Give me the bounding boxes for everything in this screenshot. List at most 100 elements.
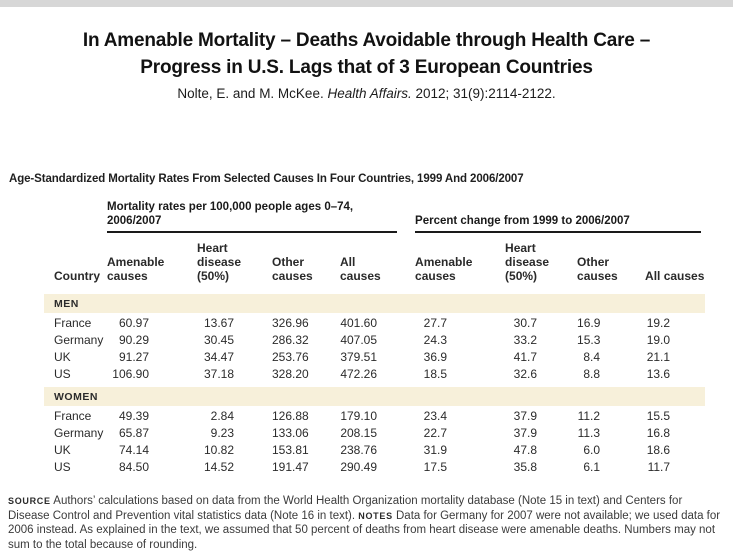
value-cell: 30.45 [203, 333, 234, 347]
value-cell: 91.27 [118, 350, 149, 364]
source-notes: SOURCE Authors’ calculations based on da… [8, 494, 725, 552]
group-header-rates: Mortality rates per 100,000 people ages … [107, 195, 415, 233]
value-cell: 49.39 [118, 409, 149, 423]
country-cell: UK [54, 443, 71, 457]
table-row: UK 91.27 34.47 253.76 379.51 36.9 41.7 8… [44, 347, 705, 364]
table-row: US 84.50 14.52 191.47 290.49 17.5 35.8 6… [44, 457, 705, 474]
column-header-row: Country Amenable causes Heart disease (5… [44, 233, 705, 291]
value-cell: 65.87 [118, 426, 149, 440]
value-cell: 9.23 [210, 426, 234, 440]
value-cell: 126.88 [272, 409, 309, 423]
value-cell: 37.18 [203, 367, 234, 381]
value-cell: 11.7 [647, 460, 671, 474]
section-band-men: MEN [44, 288, 706, 313]
value-cell: 16.9 [577, 316, 601, 330]
value-cell: 30.7 [513, 316, 538, 330]
value-cell: 2.84 [210, 409, 234, 423]
source-label: SOURCE [8, 496, 51, 506]
country-cell: Germany [54, 426, 104, 440]
value-cell: 328.20 [272, 367, 309, 381]
value-cell: 133.06 [272, 426, 309, 440]
value-cell: 41.7 [513, 350, 538, 364]
value-cell: 27.7 [423, 316, 448, 330]
col-header-heart-rates: Heart disease (50%) [197, 241, 242, 283]
value-cell: 472.26 [340, 367, 378, 381]
value-cell: 23.4 [423, 409, 448, 423]
page-title: In Amenable Mortality – Deaths Avoidable… [0, 27, 733, 81]
mortality-table: Mortality rates per 100,000 people ages … [44, 195, 706, 474]
slide-header: In Amenable Mortality – Deaths Avoidable… [0, 0, 733, 101]
value-cell: 153.81 [272, 443, 309, 457]
value-cell: 379.51 [340, 350, 378, 364]
col-header-other-rates: Other causes [272, 255, 313, 283]
value-cell: 90.29 [118, 333, 149, 347]
value-cell: 18.6 [646, 443, 671, 457]
value-cell: 238.76 [340, 443, 378, 457]
col-header-country: Country [54, 269, 100, 283]
window-top-edge [0, 0, 733, 7]
value-cell: 19.2 [646, 316, 671, 330]
value-cell: 33.2 [513, 333, 538, 347]
title-line-1: In Amenable Mortality – Deaths Avoidable… [82, 30, 651, 51]
country-cell: France [54, 409, 92, 423]
value-cell: 16.8 [646, 426, 671, 440]
value-cell: 11.2 [577, 409, 601, 423]
table-row: Germany 65.87 9.23 133.06 208.15 22.7 37… [44, 423, 705, 440]
value-cell: 401.60 [340, 316, 378, 330]
notes-label: NOTES [358, 510, 393, 521]
group-header-change: Percent change from 1999 to 2006/2007 [415, 195, 705, 233]
citation-volume: 2012; 31(9):2114-2122. [411, 86, 556, 101]
col-header-all-change: All causes [645, 269, 705, 283]
value-cell: 191.47 [272, 460, 309, 474]
section-label: WOMEN [44, 381, 706, 406]
citation-journal: Health Affairs. [327, 86, 412, 101]
table-row: UK 74.14 10.82 153.81 238.76 31.9 47.8 6… [44, 440, 705, 457]
value-cell: 8.8 [583, 367, 601, 381]
country-cell: Germany [54, 333, 104, 347]
value-cell: 13.6 [646, 367, 671, 381]
citation: Nolte, E. and M. McKee. Health Affairs. … [0, 86, 733, 101]
value-cell: 74.14 [118, 443, 149, 457]
value-cell: 13.67 [203, 316, 234, 330]
value-cell: 407.05 [340, 333, 378, 347]
value-cell: 31.9 [423, 443, 448, 457]
section-band-women: WOMEN [44, 381, 706, 406]
title-line-2: Progress in U.S. Lags that of 3 European… [140, 57, 593, 78]
value-cell: 37.9 [513, 409, 538, 423]
value-cell: 37.9 [513, 426, 538, 440]
value-cell: 21.1 [646, 350, 671, 364]
value-cell: 19.0 [646, 333, 671, 347]
table-row: France 49.39 2.84 126.88 179.10 23.4 37.… [44, 406, 705, 423]
value-cell: 290.49 [340, 460, 378, 474]
col-header-other-change: Other causes [577, 255, 618, 283]
value-cell: 14.52 [203, 460, 234, 474]
value-cell: 15.5 [646, 409, 671, 423]
value-cell: 35.8 [513, 460, 538, 474]
col-header-heart-change: Heart disease (50%) [505, 241, 550, 283]
col-header-amenable-change: Amenable causes [415, 255, 473, 283]
table-row: France 60.97 13.67 326.96 401.60 27.7 30… [44, 313, 705, 330]
country-cell: US [54, 460, 71, 474]
group-header-spacer [44, 195, 107, 233]
value-cell: 10.82 [203, 443, 234, 457]
value-cell: 60.97 [118, 316, 149, 330]
value-cell: 47.8 [513, 443, 538, 457]
table-row: US 106.90 37.18 328.20 472.26 18.5 32.6 … [44, 364, 705, 384]
value-cell: 84.50 [118, 460, 149, 474]
value-cell: 6.0 [583, 443, 601, 457]
value-cell: 8.4 [583, 350, 601, 364]
value-cell: 326.96 [272, 316, 309, 330]
citation-authors: Nolte, E. and M. McKee. [177, 86, 328, 101]
country-cell: US [54, 367, 71, 381]
value-cell: 17.5 [423, 460, 448, 474]
value-cell: 253.76 [272, 350, 309, 364]
source-text: Authors’ calculations based on data from… [8, 495, 683, 522]
value-cell: 6.1 [583, 460, 601, 474]
value-cell: 34.47 [203, 350, 234, 364]
value-cell: 208.15 [340, 426, 378, 440]
value-cell: 22.7 [423, 426, 448, 440]
col-header-amenable-rates: Amenable causes [107, 255, 165, 283]
country-cell: UK [54, 350, 71, 364]
value-cell: 106.90 [112, 367, 149, 381]
value-cell: 32.6 [513, 367, 538, 381]
